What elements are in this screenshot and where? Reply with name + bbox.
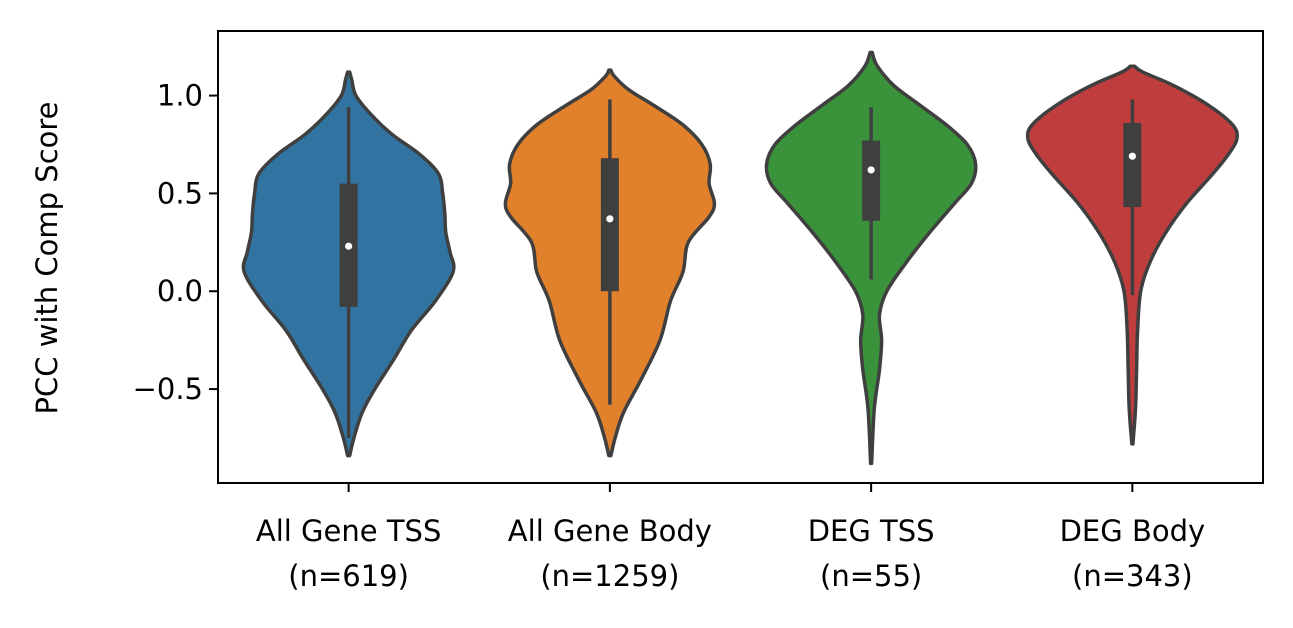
violin-2 [503,68,717,458]
x-tick-label-name: All Gene TSS [256,514,441,548]
violin-layer [241,50,1239,466]
y-tick-label: 0.5 [157,176,203,210]
x-axis: All Gene TSS (n=619) All Gene Body (n=1259)… [256,483,1205,593]
x-tick-label-name: DEG TSS [808,514,935,548]
x-tick-label-count: (n=55) [820,559,922,593]
y-tick-label: 1.0 [157,79,203,113]
x-tick-label-name: DEG Body [1060,514,1206,548]
x-tick-label-name: All Gene Body [508,514,712,548]
x-tick-label-count: (n=1259) [540,559,679,593]
y-tick-label: 0.0 [157,274,203,308]
violin-1 [241,70,456,458]
iqr-box [862,140,881,221]
y-axis-label: PCC with Comp Score [30,101,64,414]
iqr-box [1123,122,1142,208]
x-tick-label-count: (n=619) [288,559,409,593]
median-point [345,242,353,250]
y-tick-label: −0.5 [133,372,203,406]
violin-3 [764,50,978,466]
iqr-box [600,158,619,292]
median-point [1128,152,1136,160]
violin-4 [1025,64,1239,446]
median-point [606,215,614,223]
plot-frame [217,30,1264,484]
median-point [867,166,875,174]
y-axis: −0.5 0.0 0.5 1.0 [133,79,218,406]
x-tick-label-count: (n=343) [1072,559,1193,593]
